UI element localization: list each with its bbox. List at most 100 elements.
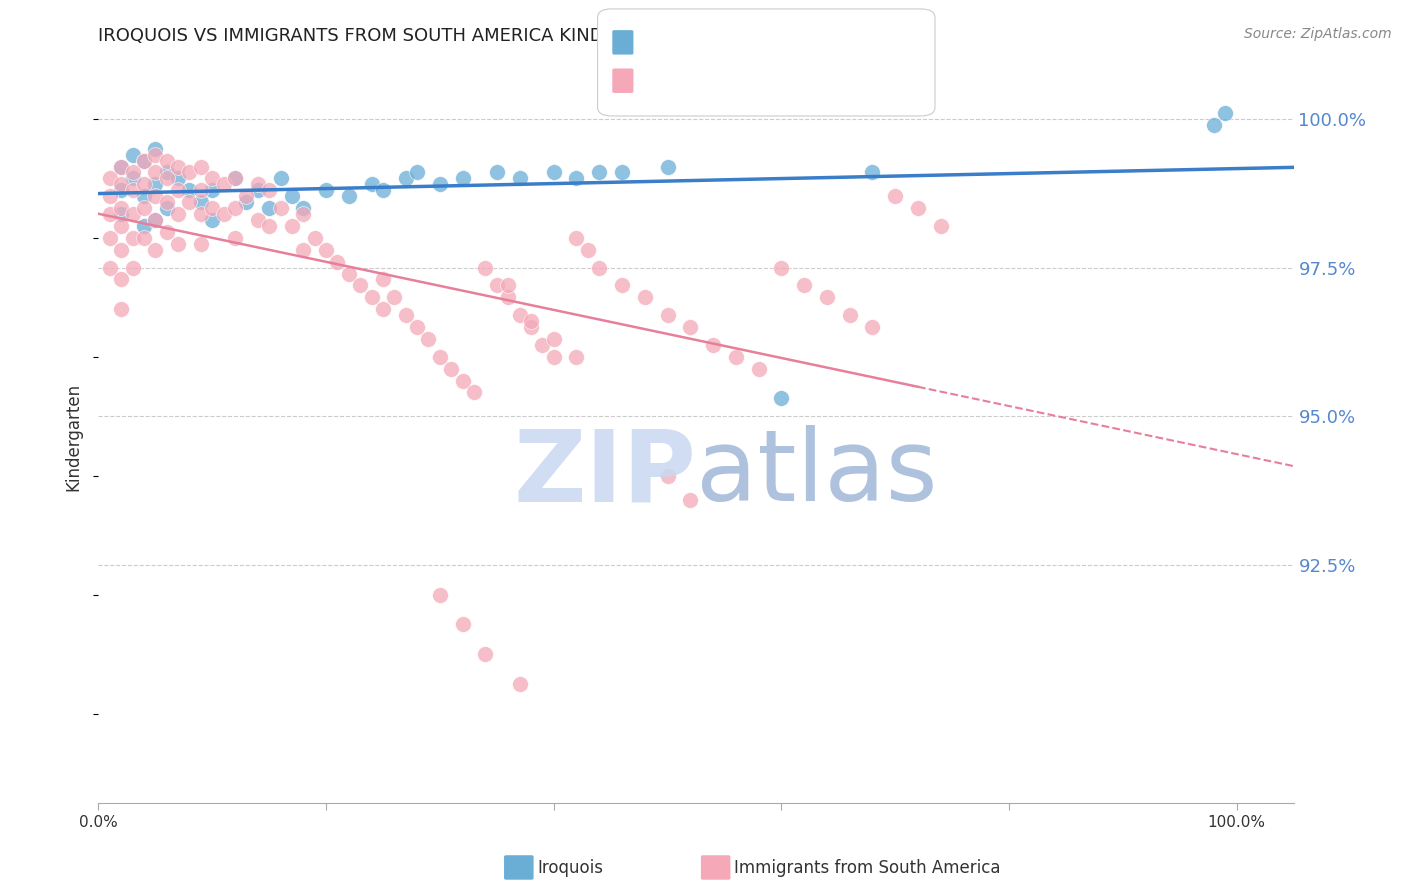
Point — [201, 171, 224, 186]
Point — [201, 213, 224, 227]
Point — [212, 207, 235, 221]
Point — [565, 231, 588, 245]
Point — [143, 189, 166, 203]
Point — [520, 314, 543, 328]
Point — [496, 278, 519, 293]
Point — [634, 290, 657, 304]
Point — [143, 213, 166, 227]
Point — [610, 278, 633, 293]
Point — [143, 213, 166, 227]
Text: 44: 44 — [769, 33, 793, 51]
Point — [110, 201, 132, 215]
Point — [360, 290, 382, 304]
Text: Source: ZipAtlas.com: Source: ZipAtlas.com — [1244, 27, 1392, 41]
Point — [257, 201, 280, 215]
Text: ZIP: ZIP — [513, 425, 696, 522]
Point — [463, 385, 485, 400]
Point — [326, 254, 349, 268]
Point — [179, 195, 201, 210]
Point — [610, 165, 633, 179]
Point — [156, 153, 179, 168]
Point — [292, 201, 315, 215]
Point — [292, 207, 315, 221]
Point — [657, 468, 679, 483]
Point — [815, 290, 838, 304]
Point — [110, 160, 132, 174]
Point — [474, 647, 496, 661]
Point — [337, 189, 360, 203]
Point — [474, 260, 496, 275]
Point — [531, 338, 554, 352]
Point — [281, 189, 304, 203]
Point — [224, 201, 246, 215]
Point — [1202, 118, 1225, 132]
Text: atlas: atlas — [696, 425, 938, 522]
Text: Iroquois: Iroquois — [537, 859, 603, 877]
Point — [509, 171, 531, 186]
Point — [190, 183, 212, 197]
Point — [121, 260, 143, 275]
Point — [382, 290, 405, 304]
Point — [167, 236, 190, 251]
Point — [429, 178, 451, 192]
Point — [224, 171, 246, 186]
Point — [201, 183, 224, 197]
Point — [418, 332, 440, 346]
Point — [451, 617, 474, 632]
Point — [143, 178, 166, 192]
Point — [235, 189, 257, 203]
Point — [190, 207, 212, 221]
Point — [292, 243, 315, 257]
Point — [156, 165, 179, 179]
Point — [98, 207, 121, 221]
Point — [190, 195, 212, 210]
Point — [679, 320, 702, 334]
Point — [315, 183, 337, 197]
Point — [132, 178, 155, 192]
Point — [304, 231, 326, 245]
Text: R =: R = — [633, 71, 664, 89]
Point — [110, 178, 132, 192]
Point — [509, 308, 531, 322]
Point — [132, 189, 155, 203]
Point — [201, 201, 224, 215]
Point — [281, 219, 304, 233]
Text: Immigrants from South America: Immigrants from South America — [734, 859, 1001, 877]
Point — [179, 183, 201, 197]
Point — [1213, 106, 1236, 120]
Point — [337, 267, 360, 281]
Point — [143, 165, 166, 179]
Text: 0.349: 0.349 — [679, 33, 733, 51]
Point — [451, 374, 474, 388]
Point — [143, 147, 166, 161]
Point — [485, 165, 508, 179]
Point — [246, 183, 269, 197]
Point — [212, 178, 235, 192]
Point — [143, 142, 166, 156]
Point — [257, 219, 280, 233]
Point — [406, 320, 429, 334]
Text: R =: R = — [633, 33, 664, 51]
Point — [167, 171, 190, 186]
Point — [235, 195, 257, 210]
Point — [543, 332, 565, 346]
Point — [395, 171, 418, 186]
Point — [110, 183, 132, 197]
Point — [156, 171, 179, 186]
Point — [121, 147, 143, 161]
Point — [110, 219, 132, 233]
Point — [496, 290, 519, 304]
Point — [349, 278, 371, 293]
Point — [110, 243, 132, 257]
Point — [224, 171, 246, 186]
Point — [657, 160, 679, 174]
Point — [588, 165, 610, 179]
Point — [929, 219, 952, 233]
Point — [838, 308, 860, 322]
Point — [429, 588, 451, 602]
Point — [429, 350, 451, 364]
Point — [121, 231, 143, 245]
Point — [98, 260, 121, 275]
Point — [121, 183, 143, 197]
Text: -0.026: -0.026 — [675, 71, 734, 89]
